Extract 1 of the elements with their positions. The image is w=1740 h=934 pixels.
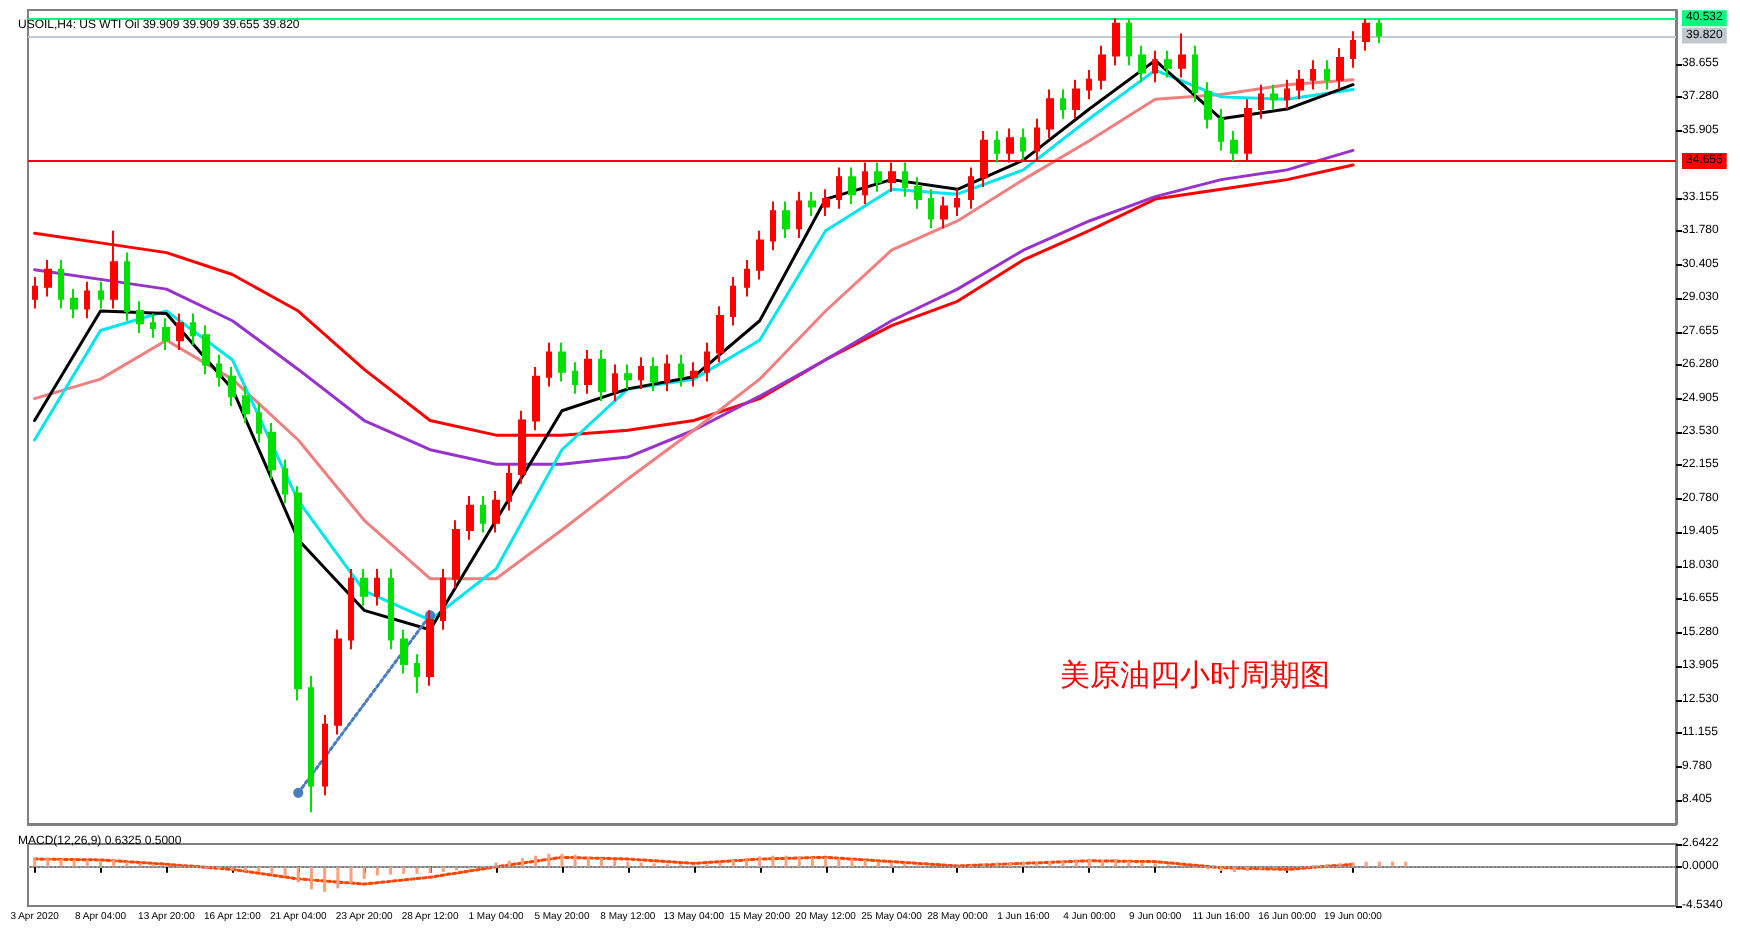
annotation: 美原油四小时周期图 [1060, 657, 1330, 693]
